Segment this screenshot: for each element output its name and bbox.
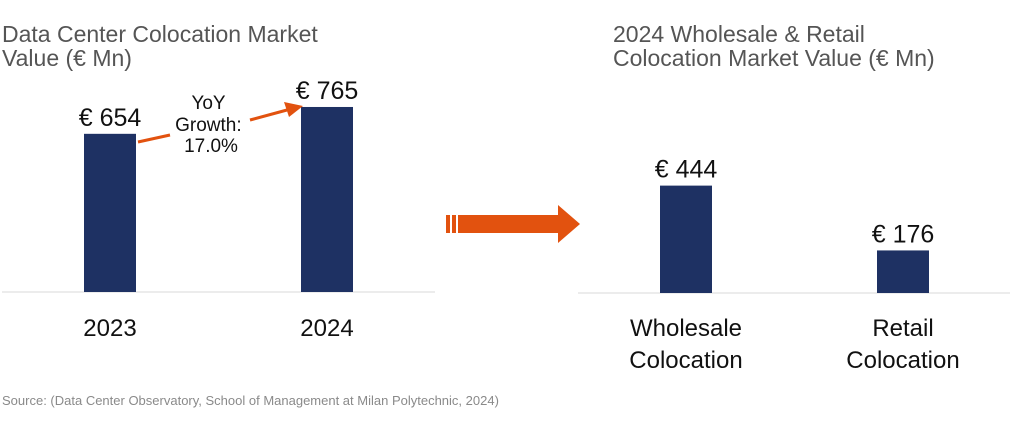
data-label-0: € 654 <box>79 104 142 132</box>
chart-left-title-line-1: Data Center Colocation Market <box>2 21 318 47</box>
chart-left-title-line-2: Value (€ Mn) <box>2 45 132 71</box>
data-label-1: € 176 <box>872 220 935 248</box>
data-label-1: € 765 <box>296 77 359 105</box>
source-note: Source: (Data Center Observatory, School… <box>2 393 499 408</box>
transition-arrow-icon <box>446 205 580 243</box>
category-label-0: Wholesale Colocation <box>629 315 742 374</box>
yoy-line-1: YoY <box>191 93 225 114</box>
yoy-arrow-line <box>249 108 288 122</box>
chart-right: 2024 Wholesale & Retail Colocation Marke… <box>578 21 1010 374</box>
chart-right-marks: € 444 Wholesale Colocation € 176 Retail Coloc… <box>629 156 959 374</box>
category-label-1: Retail Colocation <box>846 315 959 374</box>
category-label-1: 2024 <box>300 315 353 342</box>
yoy-line-2: Growth: <box>175 115 242 136</box>
yoy-arrowhead-icon <box>284 102 303 117</box>
yoy-growth-annotation: YoY Growth: 17.0% <box>175 93 247 157</box>
bar-1 <box>877 250 929 293</box>
data-label-0: € 444 <box>655 156 718 184</box>
chart-right-title-line-2: Colocation Market Value (€ Mn) <box>613 45 935 71</box>
category-label-0: 2023 <box>83 315 136 342</box>
yoy-connector-line <box>137 133 171 144</box>
yoy-line-3: 17.0% <box>184 136 238 157</box>
chart-left: Data Center Colocation Market Value (€ M… <box>2 21 435 342</box>
bar-0 <box>84 133 136 292</box>
chart-left-marks: € 654 2023 € 765 2024 <box>79 77 359 342</box>
chart-left-title: Data Center Colocation Market Value (€ M… <box>2 21 324 71</box>
bar-1 <box>301 106 353 292</box>
chart-right-title-line-1: 2024 Wholesale & Retail <box>613 21 865 47</box>
chart-right-title: 2024 Wholesale & Retail Colocation Marke… <box>613 21 935 71</box>
bar-0 <box>660 185 712 293</box>
